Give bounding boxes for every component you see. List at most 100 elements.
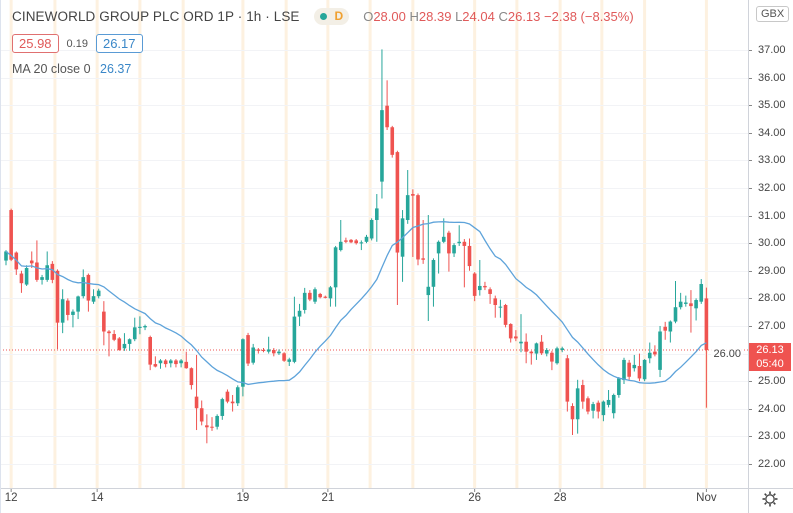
candle-body xyxy=(35,262,39,280)
candle-body xyxy=(127,339,132,344)
candle-down xyxy=(514,330,518,342)
candle-body xyxy=(158,360,163,364)
candle-body xyxy=(349,239,353,243)
candle-body xyxy=(338,241,343,251)
candle-body xyxy=(55,270,60,323)
candle-body xyxy=(235,387,240,404)
candle-up xyxy=(297,303,302,326)
candle-down xyxy=(586,396,590,415)
time-tick-label: 12 xyxy=(4,492,18,504)
candle-body xyxy=(179,360,183,364)
candle-body xyxy=(441,236,446,242)
candle-body xyxy=(637,366,642,379)
price-tick-label: 37.00 xyxy=(758,43,786,56)
buy-price-button[interactable]: 26.17 xyxy=(95,34,143,53)
candle-body xyxy=(642,359,647,380)
candle-body xyxy=(514,336,518,339)
currency-button[interactable]: GBX xyxy=(756,6,790,22)
candle-body xyxy=(539,341,544,354)
close-value: 26.13 xyxy=(507,8,541,24)
candle-down xyxy=(349,239,353,244)
candle-body xyxy=(586,398,590,412)
candle-down xyxy=(503,303,508,328)
candle-down xyxy=(704,287,709,408)
candle-down xyxy=(483,281,487,291)
indicator-legend[interactable]: MA 20 close 0 26.37 xyxy=(12,62,634,76)
candle-down xyxy=(570,403,575,436)
candle-up xyxy=(333,245,338,307)
candle-up xyxy=(534,342,539,360)
candle-up xyxy=(292,296,297,364)
candle-up xyxy=(122,333,127,351)
candle-body xyxy=(601,401,606,416)
grid-lines xyxy=(0,50,752,492)
candle-down xyxy=(308,290,312,302)
candle-up xyxy=(668,320,673,343)
candle-down xyxy=(184,351,189,369)
candle-up xyxy=(375,194,379,242)
candle-up xyxy=(179,359,183,368)
candle-body xyxy=(91,296,96,302)
candle-up xyxy=(560,346,564,353)
candle-up xyxy=(251,343,255,365)
candle-body xyxy=(282,353,286,361)
candle-up xyxy=(673,280,678,324)
candle-up xyxy=(169,359,173,368)
candle-down xyxy=(205,414,209,444)
price-tick-label: 31.00 xyxy=(758,209,786,222)
candle-up xyxy=(647,342,652,364)
candle-up xyxy=(632,354,637,372)
price-tick-label: 28.00 xyxy=(758,291,786,304)
candle-down xyxy=(9,208,13,262)
candle-up xyxy=(40,274,44,285)
candle-up xyxy=(452,243,456,257)
candle-body xyxy=(673,307,678,322)
candle-body xyxy=(611,394,616,414)
symbol-title[interactable]: CINEWORLD GROUP PLC ORD 1P · 1h · LSE xyxy=(12,8,300,24)
settings-gear-icon[interactable] xyxy=(761,490,779,508)
price-tick-label: 23.00 xyxy=(758,429,786,442)
candle-body xyxy=(86,274,91,301)
candle-down xyxy=(174,359,178,368)
market-status-badge[interactable]: D xyxy=(313,7,350,25)
candle-body xyxy=(220,399,225,416)
candle-body xyxy=(153,364,158,367)
candle-down xyxy=(230,394,235,412)
time-tick-label: 28 xyxy=(553,492,567,504)
candle-up xyxy=(617,377,621,398)
candle-body xyxy=(405,195,410,220)
candle-up xyxy=(364,234,369,244)
candle-up xyxy=(591,401,595,419)
candle-up xyxy=(96,288,101,299)
candle-body xyxy=(550,352,554,362)
candle-body xyxy=(81,277,86,297)
price-tick-label: 24.00 xyxy=(758,402,786,415)
candle-down xyxy=(689,290,693,333)
candle-body xyxy=(668,321,673,332)
chart-legend: CINEWORLD GROUP PLC ORD 1P · 1h · LSE D … xyxy=(12,6,634,76)
candle-down xyxy=(261,348,266,353)
candle-body xyxy=(544,349,549,354)
candle-body xyxy=(266,349,271,352)
candle-body xyxy=(364,236,369,242)
candle-body xyxy=(9,210,13,260)
candle-down xyxy=(225,389,230,404)
candle-body xyxy=(241,339,245,387)
candle-up xyxy=(235,385,240,407)
candle-down xyxy=(467,238,472,271)
price-tick-label: 30.00 xyxy=(758,236,786,249)
candle-up xyxy=(132,317,137,342)
candle-down xyxy=(416,193,420,266)
candle-body xyxy=(627,362,631,377)
price-tick-label: 27.00 xyxy=(758,319,786,332)
candle-up xyxy=(220,397,225,420)
price-tick-label: 25.00 xyxy=(758,374,786,387)
candle-up xyxy=(658,325,662,378)
candle-body xyxy=(483,285,487,288)
candle-down xyxy=(488,287,492,304)
candle-body xyxy=(385,105,389,128)
candle-body xyxy=(50,263,55,280)
sell-price-button[interactable]: 25.98 xyxy=(12,34,59,53)
candle-body xyxy=(143,325,147,328)
